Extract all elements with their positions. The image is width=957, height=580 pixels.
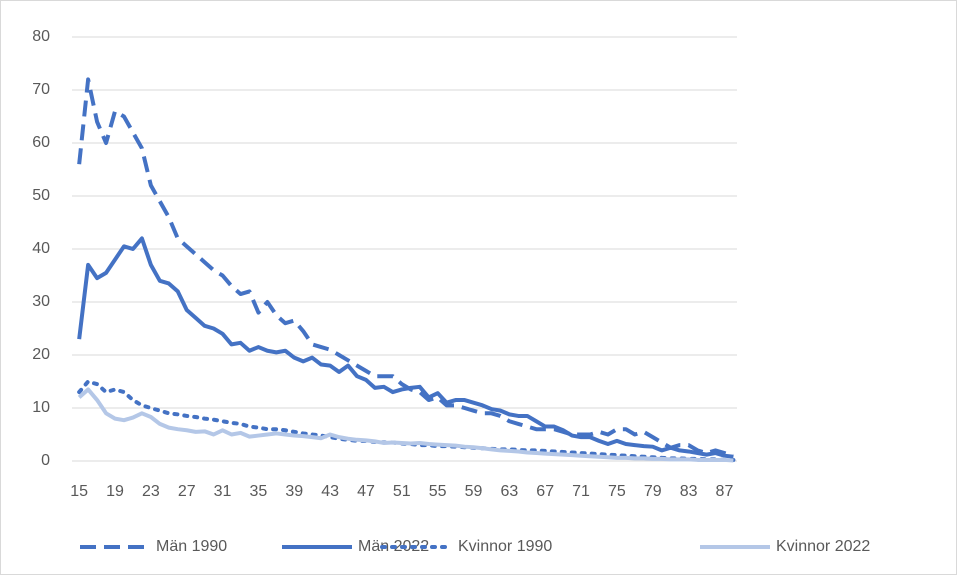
x-tick-label: 31 bbox=[214, 483, 232, 500]
x-tick-label: 83 bbox=[680, 483, 698, 500]
y-tick-label: 20 bbox=[32, 346, 50, 363]
x-tick-label: 71 bbox=[572, 483, 590, 500]
y-tick-label: 40 bbox=[32, 240, 50, 257]
y-tick-label: 30 bbox=[32, 293, 50, 310]
x-tick-label: 27 bbox=[178, 483, 196, 500]
x-tick-label: 79 bbox=[644, 483, 662, 500]
x-tick-label: 63 bbox=[500, 483, 518, 500]
x-tick-label: 15 bbox=[70, 483, 88, 500]
y-tick-label: 10 bbox=[32, 399, 50, 416]
x-tick-label: 51 bbox=[393, 483, 411, 500]
series-line bbox=[77, 236, 734, 459]
x-tick-label: 59 bbox=[465, 483, 483, 500]
y-tick-label: 70 bbox=[32, 81, 50, 98]
legend-label: Kvinnor 1990 bbox=[458, 538, 552, 555]
x-tick-label: 55 bbox=[429, 483, 447, 500]
y-tick-label: 0 bbox=[41, 452, 50, 469]
series-line bbox=[77, 387, 734, 463]
y-tick-label: 80 bbox=[32, 28, 50, 45]
y-tick-label: 50 bbox=[32, 187, 50, 204]
y-tick-label: 60 bbox=[32, 134, 50, 151]
x-tick-label: 67 bbox=[536, 483, 554, 500]
legend-label: Män 1990 bbox=[156, 538, 227, 555]
x-tick-label: 47 bbox=[357, 483, 375, 500]
x-tick-label: 43 bbox=[321, 483, 339, 500]
x-tick-label: 39 bbox=[285, 483, 303, 500]
x-tick-label: 19 bbox=[106, 483, 124, 500]
x-tick-label: 87 bbox=[716, 483, 734, 500]
x-tick-label: 35 bbox=[250, 483, 268, 500]
legend-label: Kvinnor 2022 bbox=[776, 538, 870, 555]
x-tick-label: 23 bbox=[142, 483, 160, 500]
x-tick-label: 75 bbox=[608, 483, 626, 500]
